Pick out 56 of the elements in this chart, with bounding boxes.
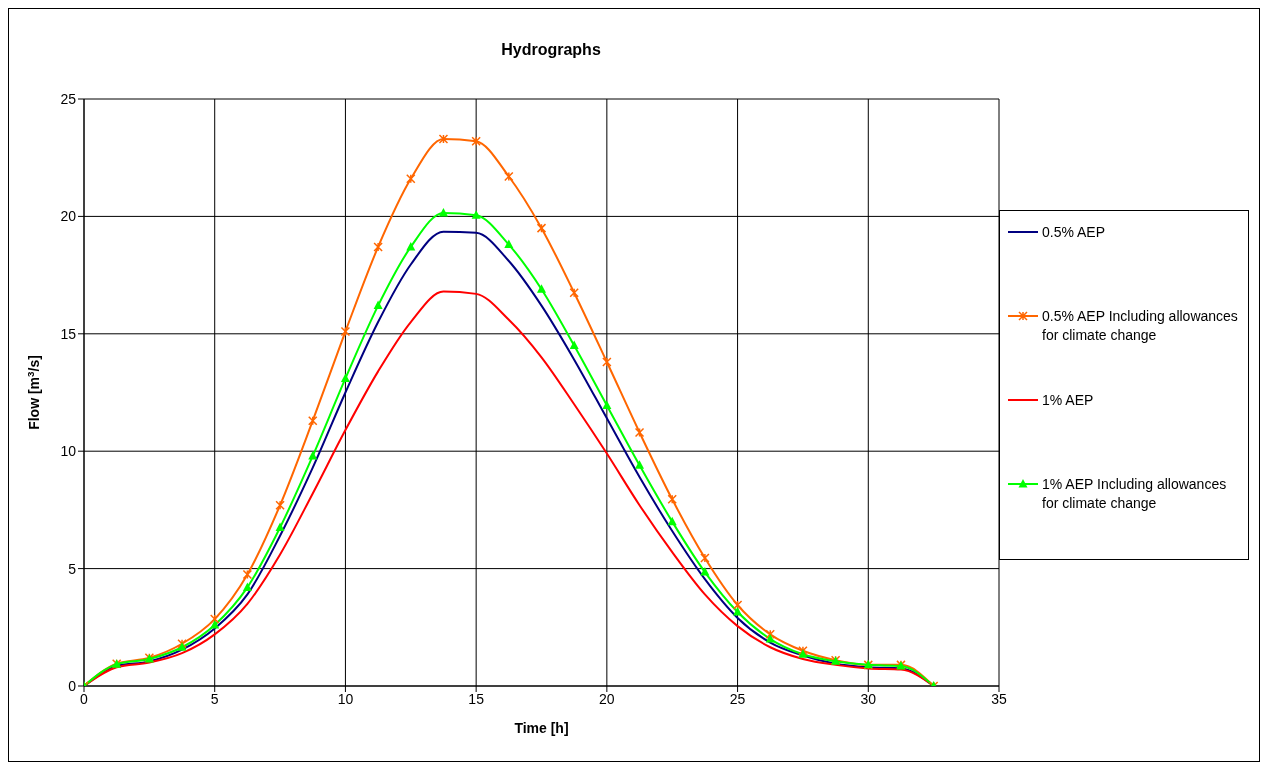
chart-title: Hydrographs [501, 41, 601, 58]
point [308, 450, 318, 460]
point [569, 340, 579, 350]
point [373, 242, 383, 252]
point [732, 600, 743, 610]
y-tick-label: 10 [60, 443, 77, 460]
y-tick-label: 5 [68, 560, 77, 577]
point [210, 619, 220, 629]
x-tick-label: 15 [468, 690, 485, 707]
point [635, 460, 645, 469]
point [308, 415, 318, 426]
point [406, 241, 416, 251]
point [471, 136, 481, 147]
legend-label: 1% AEP Including allowances for climate change [1042, 475, 1228, 513]
y-tick-label: 20 [60, 208, 77, 225]
y-tick-label: 25 [60, 90, 77, 107]
x-tick-label: 10 [337, 690, 354, 707]
point [177, 638, 187, 649]
legend-label: 1% AEP [1042, 391, 1094, 410]
point [275, 522, 285, 532]
point [340, 373, 350, 382]
point [536, 223, 547, 233]
point [602, 357, 612, 367]
point [242, 582, 252, 591]
x-tick-label: 0 [80, 690, 89, 707]
point [340, 326, 351, 337]
x-axis-title: Time [h] [514, 720, 569, 736]
legend-label: 0.5% AEP [1042, 223, 1106, 242]
point [471, 210, 481, 219]
point [242, 569, 253, 580]
point [209, 614, 220, 624]
y-tick-label: 15 [60, 325, 77, 342]
point [667, 516, 677, 526]
x-tick-label: 25 [729, 690, 746, 707]
point [537, 284, 546, 293]
point [569, 287, 579, 298]
point [765, 629, 775, 640]
point [634, 427, 645, 438]
point [406, 174, 416, 184]
point [765, 634, 775, 643]
point [602, 400, 612, 409]
y-tick-label: 0 [68, 677, 77, 694]
x-tick-label: 35 [991, 690, 1007, 707]
point [700, 567, 710, 576]
point [275, 500, 285, 510]
x-tick-label: 20 [599, 690, 615, 707]
x-tick-label: 30 [860, 690, 877, 707]
point [700, 553, 710, 563]
x-tick-label: 5 [210, 690, 219, 707]
point [667, 494, 677, 505]
point [733, 607, 743, 616]
point [504, 239, 514, 249]
legend-label: 0.5% AEP Including allowances for climate change [1042, 307, 1239, 345]
point [504, 171, 514, 182]
point [438, 134, 449, 144]
point [373, 300, 383, 310]
